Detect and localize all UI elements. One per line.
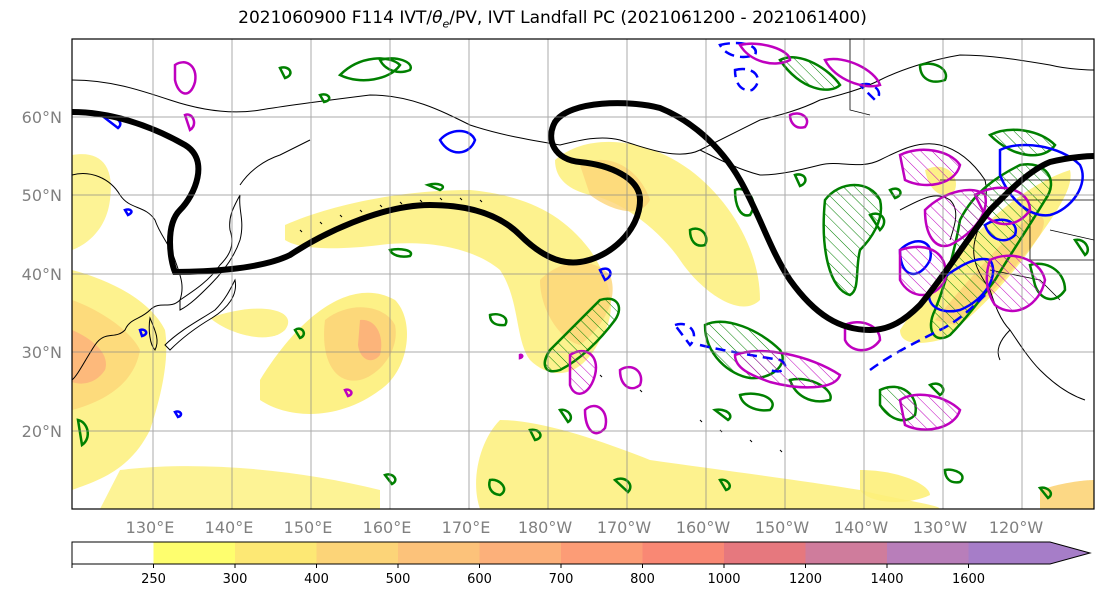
colorbar-segment bbox=[316, 542, 399, 564]
colorbar-segment bbox=[72, 542, 154, 564]
lat-label: 50°N bbox=[22, 186, 62, 205]
lon-label: 170°W bbox=[597, 518, 652, 537]
colorbar-tick-label: 1000 bbox=[707, 572, 740, 587]
colorbar: 250 300 400 500 600 700 800 1000 1200 1400 1600 bbox=[71, 541, 1092, 587]
lat-label: 30°N bbox=[22, 343, 62, 362]
lon-label: 130°W bbox=[913, 518, 968, 537]
lon-label: 130°E bbox=[126, 518, 175, 537]
lon-label: 160°W bbox=[676, 518, 731, 537]
latitude-labels: 60°N 50°N 40°N 30°N 20°N bbox=[22, 108, 62, 441]
colorbar-extend-arrow bbox=[968, 542, 1090, 564]
lat-label: 60°N bbox=[22, 108, 62, 127]
colorbar-tick-label: 250 bbox=[141, 572, 166, 587]
colorbar-segment bbox=[724, 542, 806, 564]
colorbar-segment bbox=[642, 542, 725, 564]
colorbar-tick-label: 700 bbox=[549, 572, 574, 587]
lon-label: 150°W bbox=[755, 518, 810, 537]
colorbar-segment bbox=[235, 542, 317, 564]
lon-label: 120°W bbox=[989, 518, 1044, 537]
colorbar-tick-label: 600 bbox=[467, 572, 492, 587]
colorbar-tick-label: 1200 bbox=[789, 572, 822, 587]
lat-label: 20°N bbox=[22, 422, 62, 441]
longitude-labels: 130°E 140°E 150°E 160°E 170°E 180°W 170°… bbox=[126, 518, 1044, 537]
colorbar-outline bbox=[71, 541, 1092, 565]
colorbar-tick-label: 1600 bbox=[952, 572, 985, 587]
lat-label: 40°N bbox=[22, 265, 62, 284]
colorbar-tick-label: 800 bbox=[630, 572, 655, 587]
landfall-pc-contours bbox=[173, 42, 1047, 435]
colorbar-segment bbox=[398, 542, 480, 564]
lon-label: 160°E bbox=[363, 518, 412, 537]
colorbar-segment bbox=[153, 542, 236, 564]
coastlines bbox=[72, 54, 1094, 453]
lon-label: 170°E bbox=[442, 518, 491, 537]
colorbar-segment bbox=[805, 542, 888, 564]
map-panel bbox=[72, 39, 1094, 509]
colorbar-segment bbox=[479, 542, 562, 564]
colorbar-tick-label: 500 bbox=[386, 572, 411, 587]
colorbar-tick-label: 1400 bbox=[870, 572, 903, 587]
colorbar-tick-label: 300 bbox=[223, 572, 248, 587]
lon-label: 150°E bbox=[284, 518, 333, 537]
lon-label: 140°E bbox=[205, 518, 254, 537]
colorbar-segment bbox=[561, 542, 643, 564]
thick-contour-line bbox=[72, 100, 1094, 334]
map-frame bbox=[71, 38, 1095, 510]
lon-label: 180°W bbox=[518, 518, 573, 537]
gridlines bbox=[72, 39, 1094, 509]
colorbar-tick-label: 400 bbox=[304, 572, 329, 587]
figure-title: 2021060900 F114 IVT/θe/PV, IVT Landfall … bbox=[238, 8, 867, 31]
lon-label: 140°W bbox=[834, 518, 889, 537]
colorbar-segment bbox=[887, 542, 969, 564]
